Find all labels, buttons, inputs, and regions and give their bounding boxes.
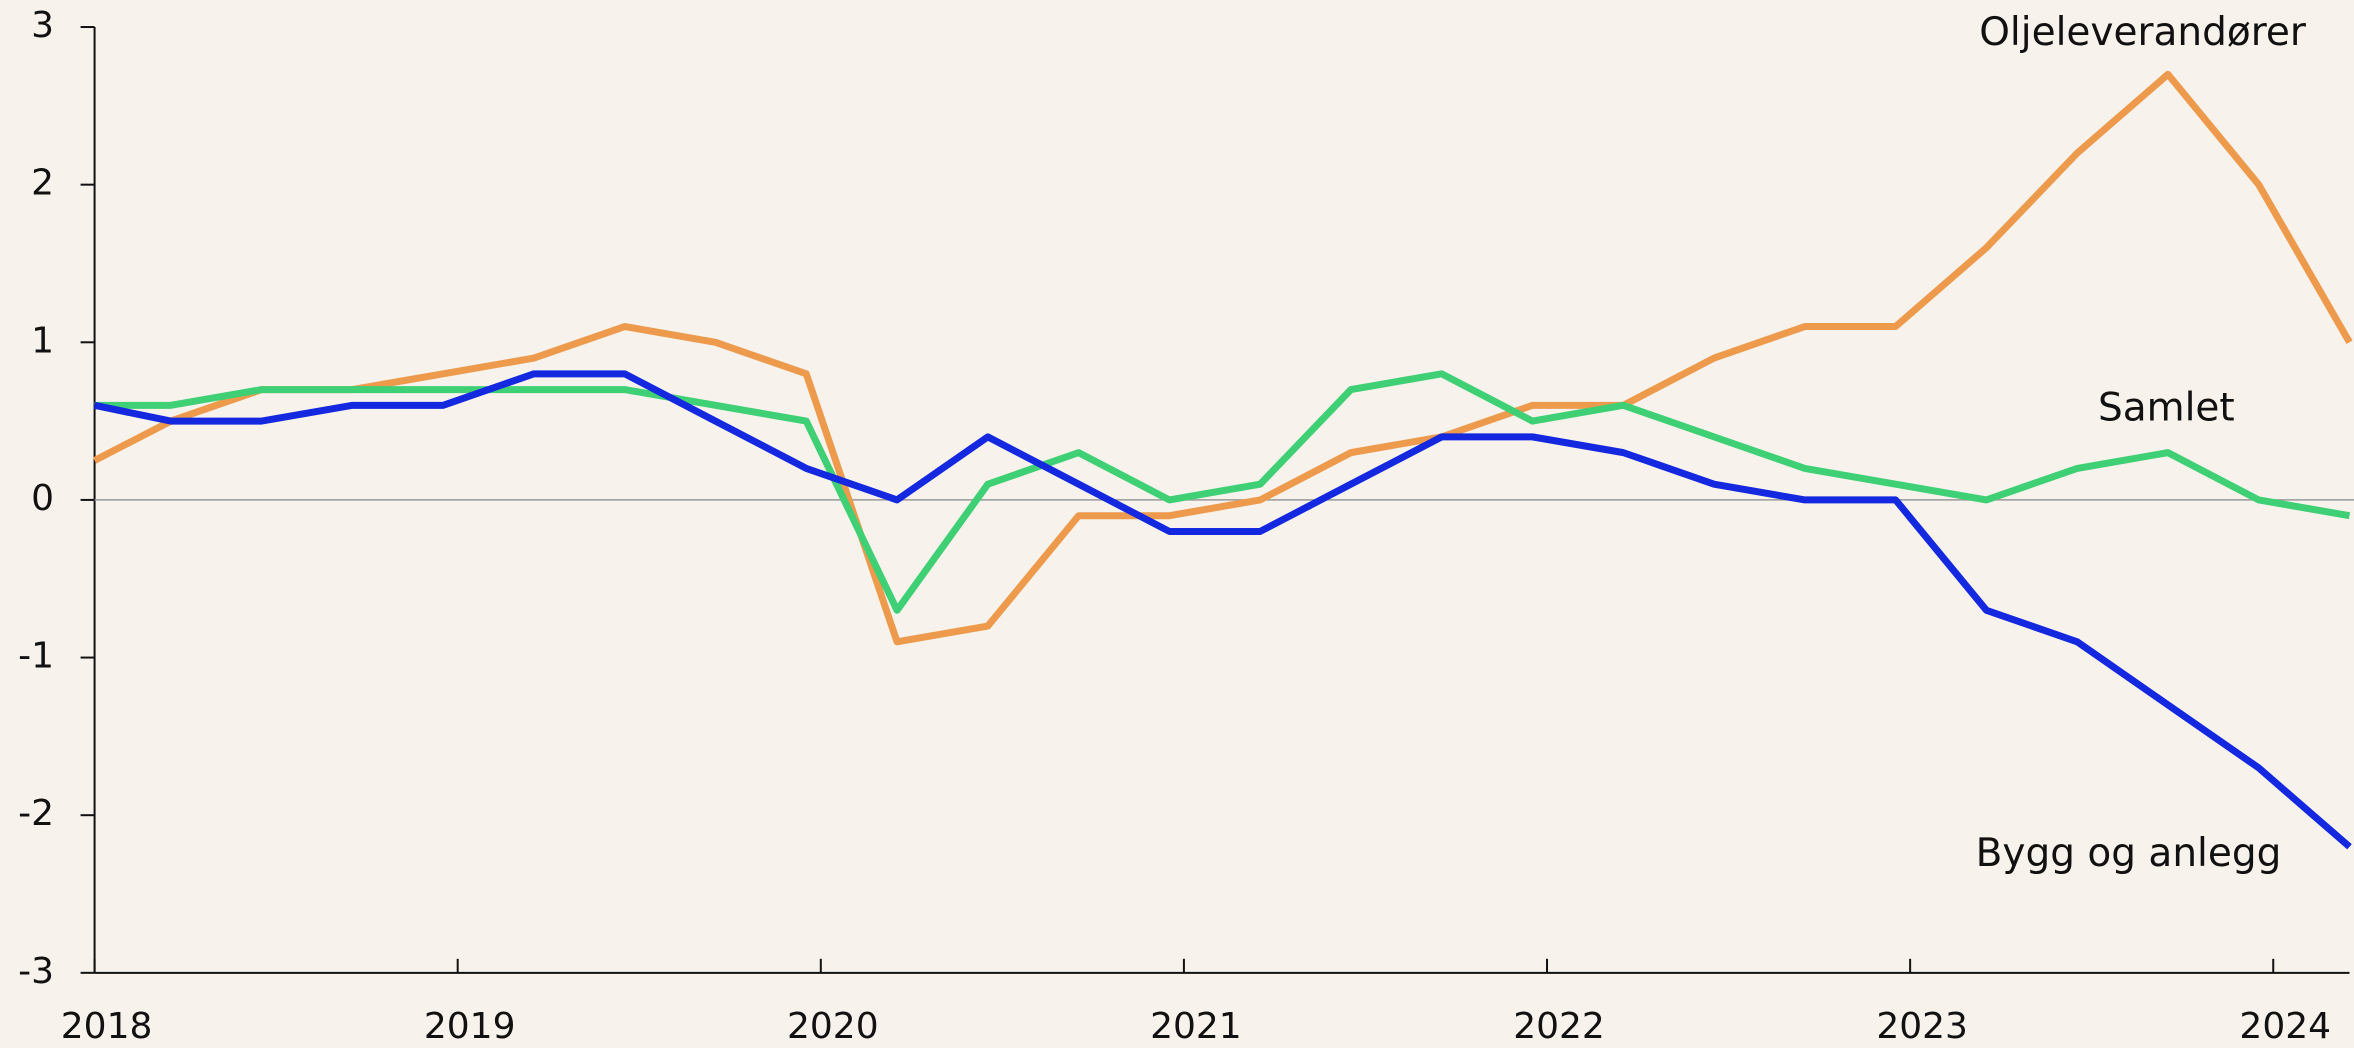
x-tick-label: 2020 <box>787 1006 879 1047</box>
y-tick-label: 2 <box>31 163 54 204</box>
series-line <box>94 370 2351 614</box>
x-tick-label: 2018 <box>61 1006 153 1047</box>
series-line <box>93 370 2352 850</box>
y-tick-label: -2 <box>18 793 54 834</box>
x-tick-label: 2023 <box>1876 1006 1968 1047</box>
x-tick-label: 2019 <box>424 1006 516 1047</box>
series-label: Oljeleverandører <box>1979 10 2307 55</box>
y-tick-label: 1 <box>31 320 54 361</box>
x-tick-label: 2024 <box>2239 1006 2331 1047</box>
y-tick-label: 0 <box>31 478 54 519</box>
series-label: Bygg og anlegg <box>1976 831 2282 876</box>
y-tick-label: -1 <box>18 636 54 677</box>
x-tick-label: 2021 <box>1150 1006 1242 1047</box>
y-tick-label: 3 <box>31 5 54 46</box>
series-label: Samlet <box>2098 385 2235 430</box>
series-line <box>92 70 2353 646</box>
y-tick-label: -3 <box>18 951 54 992</box>
x-tick-label: 2022 <box>1513 1006 1605 1047</box>
